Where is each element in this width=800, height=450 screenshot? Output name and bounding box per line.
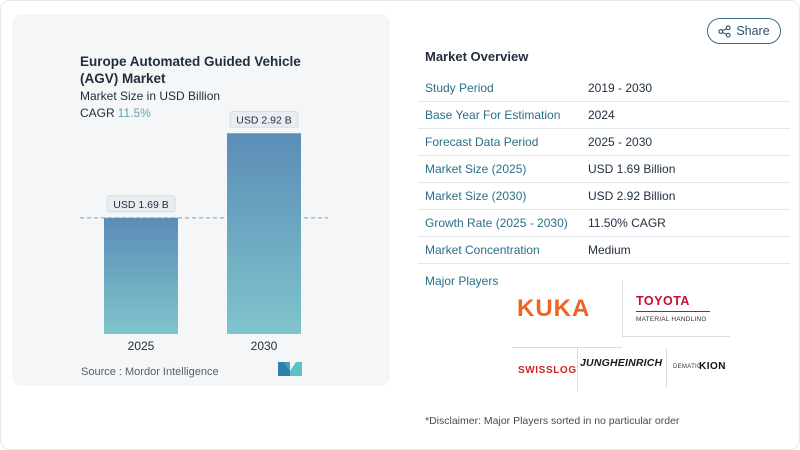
overview-value: 2019 - 2030	[588, 81, 653, 95]
overview-value: 2025 - 2030	[588, 135, 653, 149]
cagr-value: 11.5%	[117, 106, 151, 120]
bar	[104, 217, 178, 334]
overview-key: Market Size (2030)	[425, 189, 527, 203]
major-players-label: Major Players	[425, 274, 499, 288]
data-label-box	[229, 110, 299, 128]
logo-divider	[512, 347, 622, 348]
overview-key: Study Period	[425, 81, 494, 95]
toyota-logo-text: TOYOTA	[636, 294, 690, 308]
logo-divider	[622, 336, 730, 337]
swisslog-logo: SWISSLOG	[518, 365, 577, 376]
kion-logo: KION	[699, 361, 726, 372]
disclaimer: *Disclaimer: Major Players sorted in no …	[425, 415, 680, 427]
overview-row: Market Size (2025) USD 1.69 Billion	[418, 156, 790, 183]
market-overview-table: Study Period 2019 - 2030 Base Year For Es…	[418, 75, 790, 264]
overview-row: Forecast Data Period 2025 - 2030	[418, 129, 790, 156]
x-tick-label: 2030	[251, 339, 278, 353]
overview-row: Growth Rate (2025 - 2030) 11.50% CAGR	[418, 210, 790, 237]
toyota-logo-rule	[636, 311, 710, 312]
overview-value: USD 2.92 Billion	[588, 189, 676, 203]
source-text: Source : Mordor Intelligence	[81, 366, 219, 378]
overview-row: Study Period 2019 - 2030	[418, 75, 790, 102]
overview-value: Medium	[588, 243, 631, 257]
overview-row: Market Concentration Medium	[418, 237, 790, 264]
data-label-box	[106, 195, 176, 213]
overview-value: 11.50% CAGR	[588, 216, 666, 230]
bar-chart: USD 1.69 B 2025 USD 2.92 B 2030	[80, 110, 328, 353]
chart-card	[12, 14, 390, 386]
jungheinrich-logo: JUNGHEINRICH	[580, 357, 663, 369]
overview-key: Growth Rate (2025 - 2030)	[425, 216, 568, 230]
mordor-logo-icon	[278, 362, 302, 376]
share-label: Share	[736, 24, 770, 38]
overview-key: Market Concentration	[425, 243, 540, 257]
data-label: USD 2.92 B	[236, 114, 291, 126]
logo-divider	[666, 348, 667, 388]
share-icon	[718, 24, 731, 38]
toyota-logo: TOYOTA MATERIAL HANDLING	[636, 294, 716, 323]
overview-key: Forecast Data Period	[425, 135, 539, 149]
overview-key: Market Size (2025)	[425, 162, 527, 176]
data-label: USD 1.69 B	[113, 199, 168, 211]
overview-value: USD 1.69 Billion	[588, 162, 676, 176]
overview-row: Market Size (2030) USD 2.92 Billion	[418, 183, 790, 210]
overview-row: Base Year For Estimation 2024	[418, 102, 790, 129]
share-button[interactable]: Share	[707, 18, 781, 44]
logo-divider	[577, 347, 578, 392]
bar	[227, 133, 301, 334]
x-tick-label: 2025	[128, 339, 155, 353]
market-overview-title: Market Overview	[425, 49, 529, 64]
kuka-logo: KUKA	[517, 295, 591, 322]
chart-subtitle: Market Size in USD Billion	[80, 89, 221, 103]
overview-value: 2024	[588, 108, 615, 122]
cagr-label: CAGR	[80, 106, 115, 120]
logo-divider	[622, 280, 623, 336]
toyota-logo-subtext: MATERIAL HANDLING	[636, 316, 707, 323]
overview-key: Base Year For Estimation	[425, 108, 561, 122]
cagr-text: CAGR 11.5%	[80, 106, 151, 120]
chart-title: Europe Automated Guided Vehicle (AGV) Ma…	[80, 54, 301, 86]
dematic-logo: DEMATIC	[673, 364, 702, 370]
